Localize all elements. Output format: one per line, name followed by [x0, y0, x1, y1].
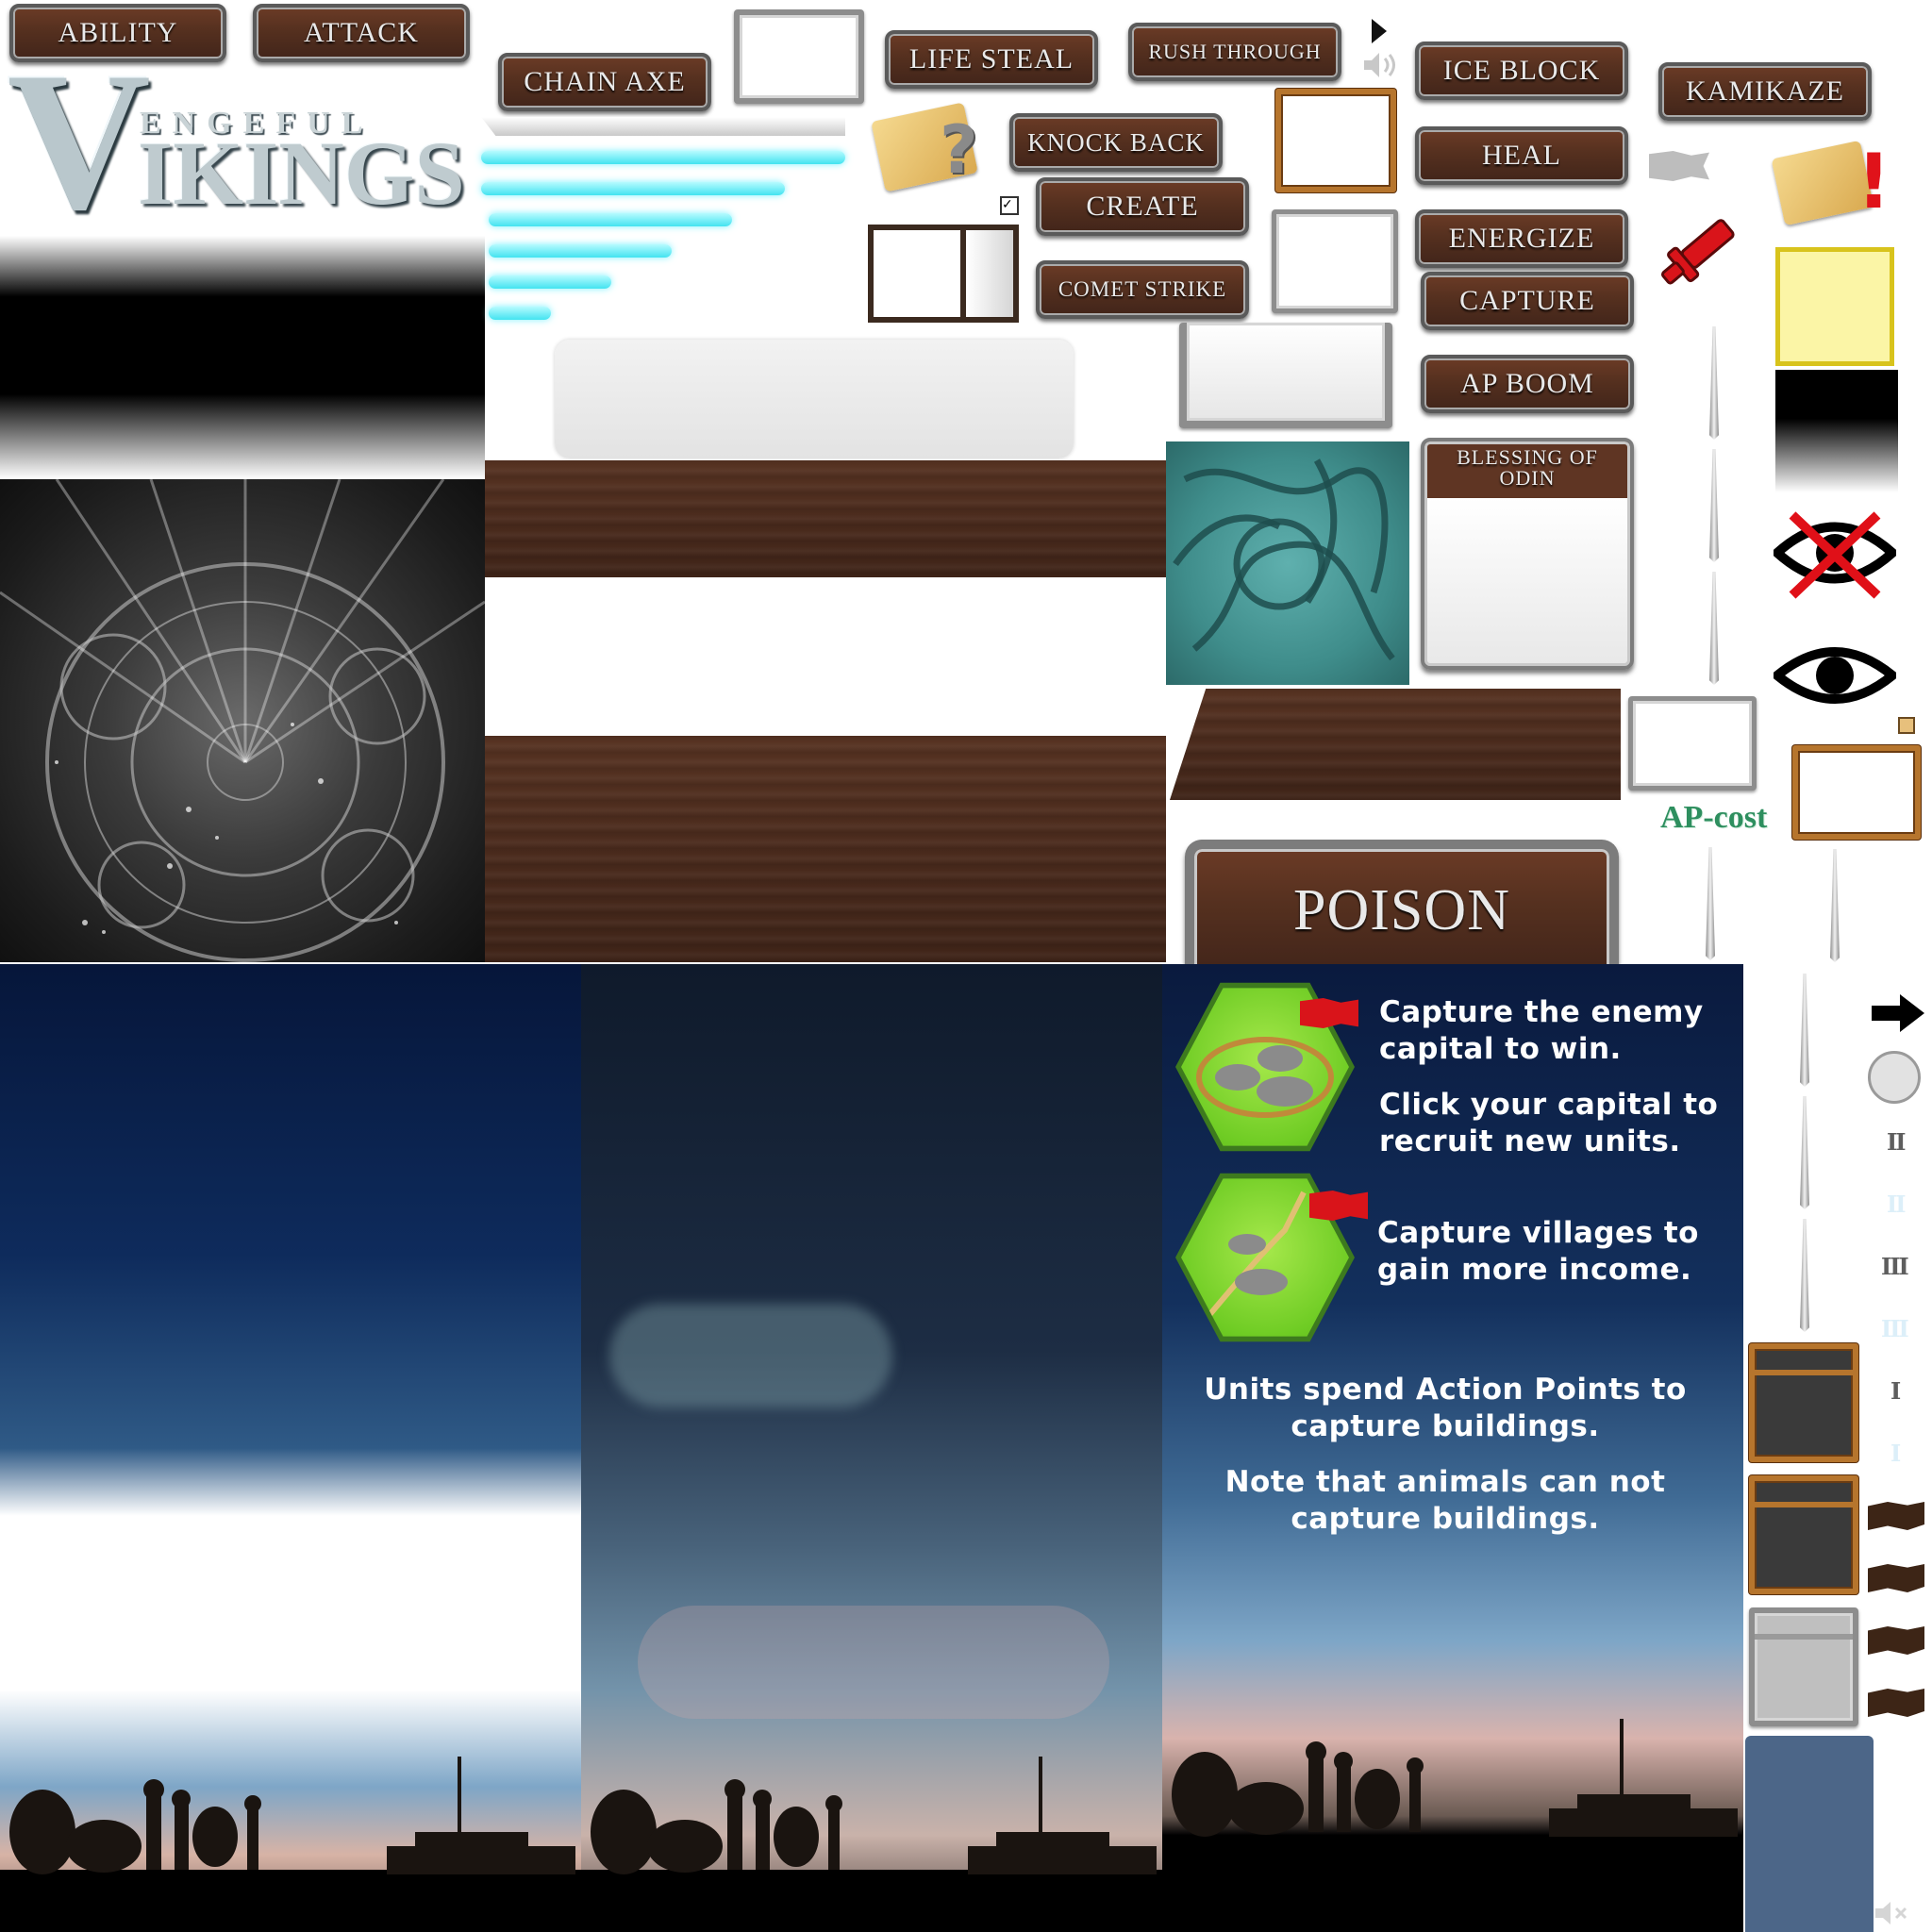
cyan-bar-3 — [489, 244, 672, 258]
tooltip-panel — [555, 340, 1074, 458]
eye-icon[interactable] — [1770, 638, 1900, 713]
roman-i-light: I — [1890, 1440, 1901, 1467]
cyan-bar-6 — [481, 151, 845, 164]
needle-5 — [1830, 849, 1840, 962]
viking-silhouettes-left — [9, 1757, 575, 1874]
energize-button[interactable]: ENERGIZE — [1415, 209, 1628, 268]
gray-panel — [1749, 1607, 1858, 1726]
hint-villages: Capture villages to gain more income. — [1377, 1216, 1699, 1287]
red-flag-icon — [1300, 998, 1358, 1028]
hint-capital-recruit: Click your capital to recruit new units. — [1379, 1088, 1719, 1158]
create-button[interactable]: CREATE — [1036, 177, 1249, 236]
blessing-of-odin-label: BLESSING OF ODIN — [1457, 445, 1598, 490]
split-frame — [868, 225, 1019, 323]
hint-capital-win: Capture the enemy capital to win. — [1379, 995, 1704, 1066]
capture-button[interactable]: CAPTURE — [1421, 272, 1634, 330]
gray-frame-wide — [1179, 323, 1392, 428]
game-logo: V ENGEFUL IKINGS — [8, 32, 470, 251]
hint-animals: Note that animals can not capture buildi… — [1224, 1465, 1666, 1536]
play-triangle-icon[interactable] — [1372, 19, 1387, 43]
checkbox-icon[interactable]: ✓ — [1000, 196, 1019, 215]
life-steal-button[interactable]: LIFE STEAL — [885, 30, 1098, 89]
sky-panel-left — [0, 964, 581, 1932]
logo-big-v: V — [8, 32, 151, 251]
wood-slanted-plank — [1170, 689, 1621, 800]
needle-4 — [1706, 847, 1715, 960]
attack-tab[interactable]: ATTACK — [253, 4, 470, 62]
knock-back-button[interactable]: KNOCK BACK — [1009, 113, 1223, 172]
magic-circle-svg — [0, 479, 485, 962]
tutorial-panel: Capture the enemy capital to win. Click … — [1162, 964, 1743, 1932]
needle-2 — [1709, 449, 1719, 562]
logo-top-word: ENGEFUL — [140, 106, 375, 141]
roman-ii-light: II — [1887, 1191, 1907, 1218]
gold-panel-1 — [1749, 1343, 1858, 1462]
map-question-icon[interactable]: ? — [871, 98, 996, 202]
wood-plank-lower — [485, 736, 1166, 962]
slate-panel — [1745, 1736, 1874, 1932]
gray-frame-1 — [734, 9, 864, 104]
sky-panel-middle — [581, 964, 1162, 1932]
needle-8 — [1800, 1219, 1809, 1332]
ap-cost-label: AP-cost — [1660, 800, 1768, 835]
dark-flag-2 — [1868, 1564, 1924, 1592]
viking-silhouettes-middle — [591, 1757, 1157, 1874]
ap-boom-button[interactable]: AP BOOM — [1421, 355, 1634, 413]
viking-silhouettes-right — [1172, 1719, 1738, 1837]
gold-frame-1 — [1275, 89, 1396, 192]
ice-block-button[interactable]: ICE BLOCK — [1415, 42, 1628, 100]
cyan-bar-4 — [489, 213, 732, 226]
rush-through-button[interactable]: RUSH THROUGH — [1128, 23, 1341, 81]
gold-frame-2 — [1792, 745, 1921, 840]
logo-bottom-word: IKINGS — [138, 123, 465, 224]
small-square-icon — [1898, 717, 1915, 734]
dark-flag-3 — [1868, 1626, 1924, 1655]
blessing-of-odin-card[interactable]: BLESSING OF ODIN — [1421, 438, 1634, 670]
black-gradient-swatch — [1775, 370, 1898, 492]
wood-plank-upper — [485, 460, 1166, 577]
kamikaze-button[interactable]: KAMIKAZE — [1658, 62, 1872, 121]
gray-frame-3 — [1628, 696, 1757, 791]
magic-circle-texture — [0, 479, 485, 962]
red-flag-icon-2 — [1309, 1191, 1368, 1221]
cyan-bar-1 — [489, 307, 551, 320]
cyan-bar-2 — [489, 275, 611, 289]
ability-tab[interactable]: ABILITY — [9, 4, 226, 62]
sword-icon[interactable] — [1660, 219, 1755, 304]
needle-7 — [1800, 1096, 1809, 1209]
roman-i-dark: I — [1890, 1377, 1901, 1405]
mute-icon[interactable] — [1874, 1900, 1911, 1926]
heal-button[interactable]: HEAL — [1415, 126, 1628, 185]
chain-axe-button[interactable]: CHAIN AXE — [498, 53, 711, 111]
cyan-bar-5 — [481, 182, 785, 195]
speaker-icon[interactable] — [1362, 51, 1400, 79]
dark-flag-1 — [1868, 1502, 1924, 1530]
map-exclamation-icon[interactable]: ! — [1771, 132, 1896, 236]
slider-track — [481, 117, 845, 136]
circle-icon[interactable] — [1868, 1051, 1921, 1104]
needle-1 — [1709, 326, 1719, 440]
gray-frame-2 — [1272, 209, 1398, 313]
eye-crossed-icon[interactable] — [1770, 506, 1900, 600]
roman-iii-light: III — [1881, 1315, 1909, 1342]
comet-strike-button[interactable]: COMET STRIKE — [1036, 260, 1249, 319]
poison-button[interactable]: POISON — [1185, 840, 1619, 972]
yellow-swatch — [1775, 247, 1894, 366]
roman-ii-dark: II — [1887, 1128, 1907, 1156]
dark-gradient-band — [0, 236, 485, 479]
gold-panel-2 — [1749, 1475, 1858, 1594]
hint-action-points: Units spend Action Points to capture bui… — [1204, 1373, 1687, 1443]
arrow-right-icon[interactable] — [1872, 994, 1924, 1032]
dark-flag-4 — [1868, 1689, 1924, 1717]
roman-iii-dark: III — [1881, 1253, 1909, 1280]
rune-tile — [1166, 441, 1409, 685]
flag-icon — [1649, 151, 1709, 181]
needle-6 — [1800, 974, 1809, 1087]
needle-3 — [1709, 572, 1719, 685]
